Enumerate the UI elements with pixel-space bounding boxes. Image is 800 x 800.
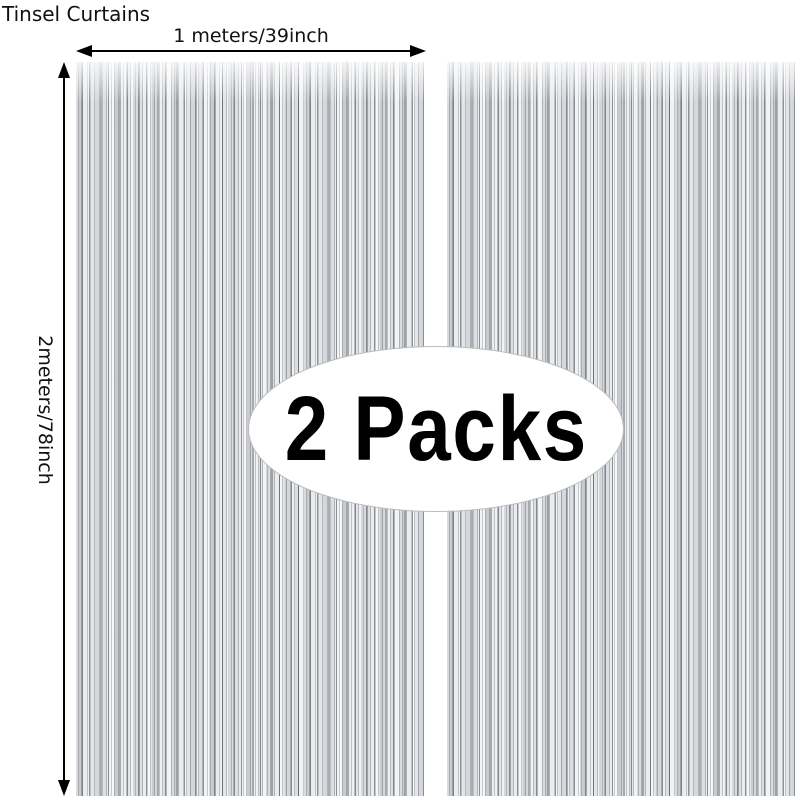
width-arrow-icon [76,45,426,57]
pack-count-text: 2 Packs [284,377,588,480]
height-arrow-icon [58,62,70,796]
height-label: 2meters/78inch [34,335,56,485]
width-label: 1 meters/39inch [173,25,329,47]
product-title: Tinsel Curtains [2,2,151,26]
pack-count-badge: 2 Packs [248,346,624,512]
